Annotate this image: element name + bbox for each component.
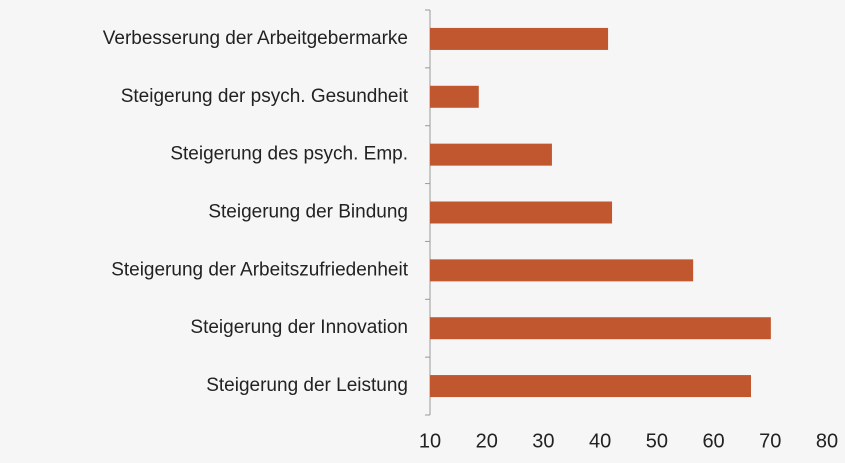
y-tick-label: Steigerung der Innovation	[190, 317, 408, 338]
y-tick-label: Steigerung der Arbeitszufriedenheit	[111, 259, 409, 280]
x-tick-label: 60	[702, 430, 724, 452]
bar	[430, 259, 694, 282]
bar	[430, 27, 609, 50]
y-tick-label: Steigerung der psych. Gesundheit	[121, 86, 409, 107]
y-tick-label: Steigerung des psych. Emp.	[170, 144, 408, 165]
x-tick-label: 30	[532, 430, 554, 452]
x-tick-label: 40	[589, 430, 611, 452]
bar	[430, 143, 552, 166]
x-tick-label: 70	[759, 430, 781, 452]
x-tick-label: 20	[476, 430, 498, 452]
x-tick-label: 50	[646, 430, 668, 452]
x-tick-label: 10	[419, 430, 441, 452]
bar	[430, 317, 771, 340]
y-tick-label: Steigerung der Leistung	[206, 375, 408, 396]
y-tick-label: Verbesserung der Arbeitgebermarke	[103, 28, 408, 49]
bar	[430, 85, 479, 108]
bar	[430, 375, 752, 398]
bar	[430, 201, 613, 224]
x-tick-label: 80	[816, 430, 838, 452]
y-tick-label: Steigerung der Bindung	[208, 202, 408, 223]
